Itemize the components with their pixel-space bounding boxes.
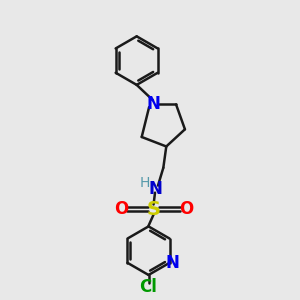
Text: N: N [166,254,179,272]
Text: H: H [140,176,151,190]
Text: O: O [114,200,128,218]
Text: N: N [148,179,162,197]
Text: O: O [179,200,193,218]
Text: N: N [146,95,160,113]
Text: Cl: Cl [140,278,158,296]
Text: S: S [147,200,160,219]
